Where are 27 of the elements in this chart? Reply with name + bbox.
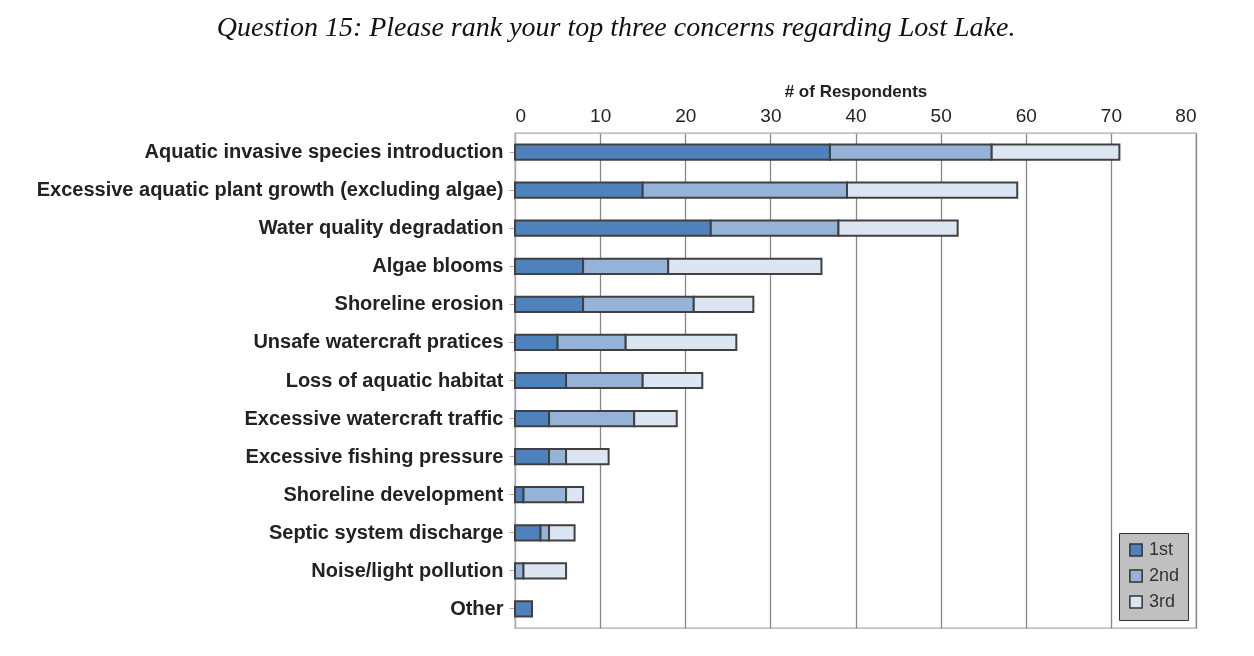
x-tick-label: 10 — [590, 104, 612, 126]
x-tick-label: 70 — [1100, 104, 1122, 126]
x-axis-title: # of Respondents — [784, 81, 928, 101]
y-tick-label: Noise/light pollution — [311, 558, 504, 581]
x-tick-label: 60 — [1015, 104, 1037, 126]
y-tick-label: Excessive fishing pressure — [245, 444, 504, 467]
y-tick-label: Shoreline erosion — [334, 292, 504, 315]
x-tick-label: 0 — [515, 104, 527, 126]
y-tick-label: Other — [450, 596, 504, 619]
chart-title: Question 15: Please rank your top three concerns regarding Lost Lake. — [216, 11, 1016, 42]
y-tick-label: Excessive watercraft traffic — [244, 406, 504, 429]
y-tick-label: Loss of aquatic habitat — [285, 368, 504, 391]
legend-label: 2nd — [1149, 565, 1180, 585]
legend-label: 1st — [1149, 539, 1174, 559]
y-tick-label: Shoreline development — [283, 482, 504, 505]
y-tick-label: Water quality degradation — [258, 216, 504, 239]
x-tick-label: 20 — [675, 104, 697, 126]
y-tick-label: Excessive aquatic plant growth (excluding algae) — [36, 178, 504, 201]
y-tick-label: Unsafe watercraft pratices — [253, 330, 504, 353]
x-tick-label: 50 — [930, 104, 952, 126]
legend-label: 3rd — [1149, 591, 1176, 611]
x-tick-label: 40 — [845, 104, 867, 126]
x-tick-label: 30 — [760, 104, 782, 126]
x-tick-label: 80 — [1175, 104, 1197, 126]
y-tick-label: Septic system discharge — [268, 520, 504, 543]
y-tick-label: Algae blooms — [372, 254, 504, 277]
y-tick-label: Aquatic invasive species introduction — [144, 140, 504, 163]
